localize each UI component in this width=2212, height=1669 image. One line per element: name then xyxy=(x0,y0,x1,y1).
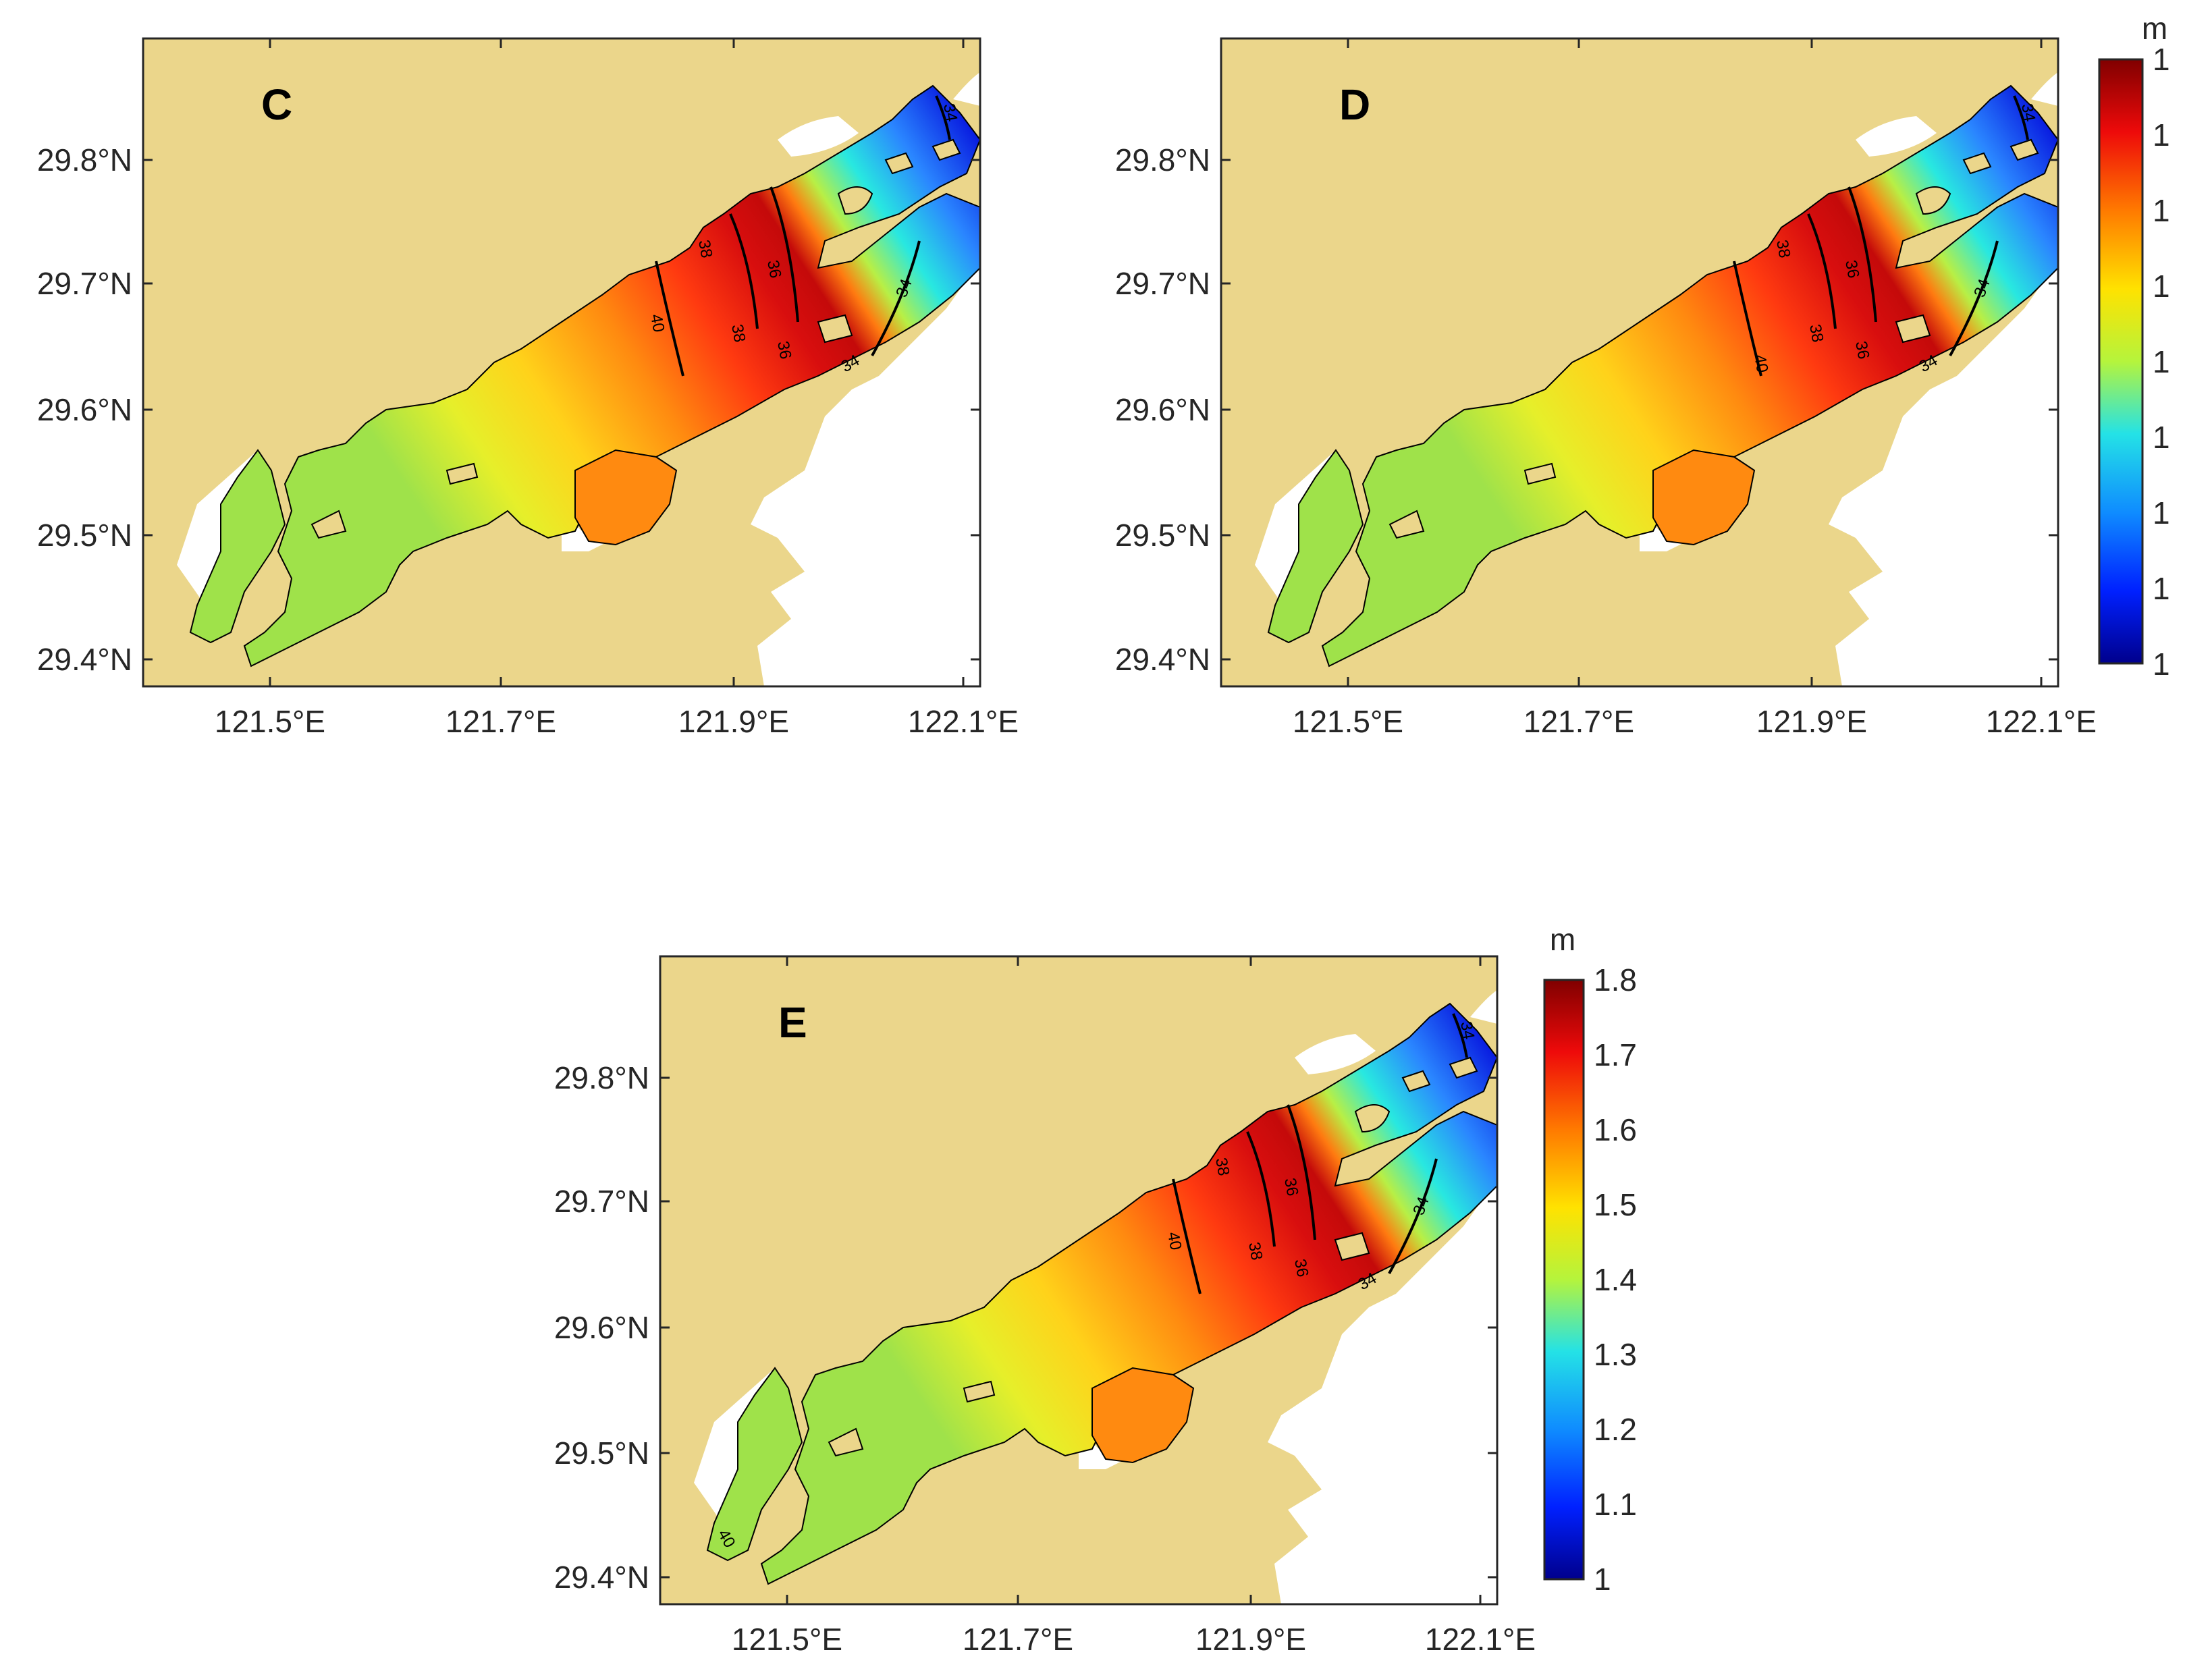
contour-label: 34 xyxy=(940,102,961,123)
y-tick-label: 29.6°N xyxy=(554,1310,649,1345)
contour-label: 34 xyxy=(1457,1020,1478,1041)
x-tick-label: 121.5°E xyxy=(215,704,325,739)
contour-label: 36 xyxy=(774,339,794,360)
x-tick-label: 121.7°E xyxy=(1523,704,1634,739)
y-tick-label: 29.7°N xyxy=(554,1184,649,1219)
contour-label: 40 xyxy=(1164,1230,1185,1251)
colorbar-unit: m xyxy=(2142,11,2167,46)
colorbar-tick-label: 1.6 xyxy=(2153,193,2171,228)
panel-label: E xyxy=(778,998,807,1047)
x-tick-label: 121.5°E xyxy=(1293,704,1403,739)
colorbar-tick-label: 1.3 xyxy=(2153,420,2171,455)
colorbar-tick-label: 1.7 xyxy=(1594,1037,1637,1072)
y-tick-label: 29.5°N xyxy=(37,518,132,553)
x-tick-label: 122.1°E xyxy=(908,704,1019,739)
colorbar-tick-label: 1.8 xyxy=(1594,962,1637,997)
colorbar-tick-label: 1.1 xyxy=(2153,571,2171,606)
y-tick-label: 29.6°N xyxy=(37,392,132,427)
colorbar-tick-label: 1.4 xyxy=(2153,344,2171,379)
colorbar-tick-label: 1.7 xyxy=(2153,117,2171,153)
y-tick-label: 29.8°N xyxy=(1115,142,1210,177)
contour-label: 38 xyxy=(1212,1156,1233,1177)
x-tick-label: 121.9°E xyxy=(678,704,789,739)
colorbar-tick-label: 1.4 xyxy=(1594,1262,1637,1297)
x-tick-label: 121.7°E xyxy=(446,704,556,739)
panel-label: D xyxy=(1339,80,1370,129)
panel-label: C xyxy=(261,80,292,129)
colorbar-unit: m xyxy=(1550,922,1575,957)
axes-frame: 40 38 38 36 36 34 34 34 40 E xyxy=(659,955,1499,1606)
colorbar-tick-label: 1.5 xyxy=(2153,269,2171,304)
contour-label: 40 xyxy=(647,312,668,333)
colorbar-tick-label: 1.5 xyxy=(1594,1187,1637,1222)
y-tick-label: 29.7°N xyxy=(1115,266,1210,301)
map-panel-e: 40 38 38 36 36 34 34 34 40 E 29.8°N 29.7… xyxy=(554,922,1637,1657)
contour-label: 36 xyxy=(1852,339,1872,360)
y-tick-label: 29.4°N xyxy=(37,642,132,677)
y-tick-label: 29.7°N xyxy=(37,266,132,301)
colorbar-tick-label: 1.2 xyxy=(2153,495,2171,530)
contour-label: 38 xyxy=(695,238,716,259)
y-tick-label: 29.5°N xyxy=(554,1435,649,1471)
colorbar-tick-label: 1.3 xyxy=(1594,1337,1637,1372)
y-tick-label: 29.5°N xyxy=(1115,518,1210,553)
x-tick-label: 121.9°E xyxy=(1195,1622,1306,1657)
colorbar-tick-label: 1 xyxy=(2153,647,2170,682)
colorbar-tick-label: 1 xyxy=(1594,1562,1611,1597)
contour-label: 36 xyxy=(1841,258,1862,279)
map-panel-c: 40 38 38 36 36 34 34 34 C 29.8°N 29.7°N … xyxy=(37,37,1019,739)
contour-label: 40 xyxy=(1750,353,1771,374)
colorbar: m 1.8 1.7 1.6 1.5 1.4 1.3 1.2 1.1 1 xyxy=(2098,11,2171,682)
map-panel-d: 40 38 38 36 36 34 34 34 D 29.8°N 29.7°N … xyxy=(1115,11,2171,739)
colorbar-tick-label: 1.6 xyxy=(1594,1112,1637,1147)
y-tick-label: 29.8°N xyxy=(37,142,132,177)
colorbar-tick-label: 1.1 xyxy=(1594,1487,1637,1522)
x-tick-label: 121.9°E xyxy=(1756,704,1867,739)
y-tick-label: 29.4°N xyxy=(1115,642,1210,677)
colorbar: m 1.8 1.7 1.6 1.5 1.4 1.3 1.2 1.1 1 xyxy=(1543,922,1637,1597)
contour-label: 36 xyxy=(1291,1257,1312,1278)
axes-frame: 40 38 38 36 36 34 34 34 D xyxy=(1220,37,2059,688)
contour-label: 36 xyxy=(1280,1176,1301,1197)
contour-label: 34 xyxy=(2018,102,2039,123)
y-tick-label: 29.4°N xyxy=(554,1560,649,1595)
contour-label: 38 xyxy=(1773,238,1793,259)
x-tick-label: 121.7°E xyxy=(963,1622,1073,1657)
x-tick-label: 122.1°E xyxy=(1986,704,2097,739)
colorbar-tick-label: 1.2 xyxy=(1594,1412,1637,1447)
y-tick-label: 29.8°N xyxy=(554,1060,649,1095)
x-tick-label: 122.1°E xyxy=(1425,1622,1536,1657)
y-tick-label: 29.6°N xyxy=(1115,392,1210,427)
colorbar-tick-label: 1.8 xyxy=(2153,42,2171,77)
axes-frame: 40 38 38 36 36 34 34 34 C xyxy=(142,37,981,688)
contour-label: 38 xyxy=(728,323,749,344)
contour-label: 36 xyxy=(763,258,784,279)
contour-label: 38 xyxy=(1245,1240,1266,1261)
contour-label: 38 xyxy=(1806,323,1827,344)
x-tick-label: 121.5°E xyxy=(732,1622,842,1657)
